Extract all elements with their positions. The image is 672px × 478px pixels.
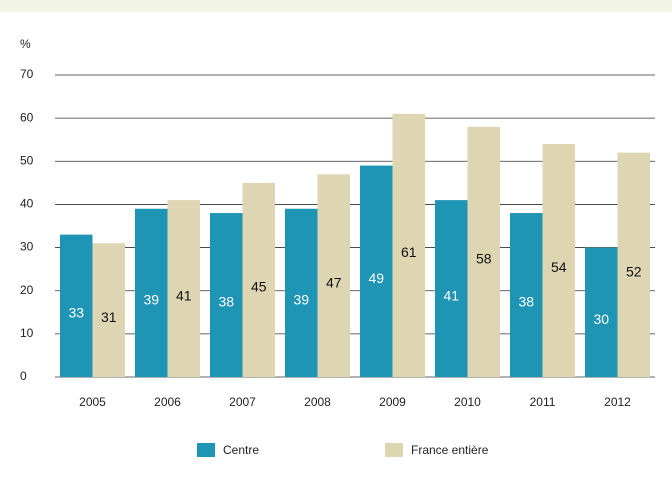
bar (317, 174, 350, 377)
value-label: 38 (518, 294, 534, 310)
x-tick-label: 2008 (304, 395, 331, 409)
bar (167, 200, 200, 377)
y-tick-label: 50 (20, 153, 34, 167)
bar (392, 113, 425, 377)
bar (60, 234, 93, 377)
bar (617, 152, 650, 377)
legend-swatch (197, 443, 215, 457)
value-label: 39 (143, 292, 159, 308)
y-tick-label: 70 (20, 67, 34, 81)
y-tick-label: 30 (20, 240, 34, 254)
value-label: 33 (68, 305, 84, 321)
y-tick-label: 20 (20, 283, 34, 297)
value-label: 61 (401, 244, 417, 260)
top-band (0, 0, 672, 12)
y-tick-label: 40 (20, 197, 34, 211)
bar (360, 165, 393, 377)
value-label: 41 (443, 287, 459, 303)
x-tick-label: 2007 (229, 395, 256, 409)
bar (242, 182, 275, 377)
bar (542, 144, 575, 377)
bar (92, 243, 125, 377)
value-label: 54 (551, 259, 567, 275)
value-label: 47 (326, 274, 342, 290)
bar (467, 126, 500, 378)
legend-label: Centre (223, 443, 259, 457)
x-tick-label: 2009 (379, 395, 406, 409)
bar (210, 213, 243, 377)
value-label: 45 (251, 279, 267, 295)
bar (135, 208, 168, 377)
x-tick-label: 2006 (154, 395, 181, 409)
value-label: 30 (593, 311, 609, 327)
legend-swatch (385, 443, 403, 457)
value-label: 52 (626, 264, 642, 280)
x-tick-label: 2011 (530, 395, 556, 409)
legend-label: France entière (411, 443, 489, 457)
value-label: 49 (368, 270, 384, 286)
bar (435, 200, 468, 377)
value-label: 31 (101, 309, 117, 325)
bar (510, 213, 543, 377)
bar (285, 208, 318, 377)
value-label: 38 (218, 294, 234, 310)
y-tick-label: 60 (20, 110, 34, 124)
bar (585, 247, 618, 377)
x-tick-label: 2005 (79, 395, 106, 409)
x-tick-label: 2012 (604, 395, 631, 409)
y-tick-label: 0 (20, 369, 27, 383)
x-tick-label: 2010 (454, 395, 481, 409)
value-label: 58 (476, 251, 492, 267)
y-tick-label: 10 (20, 326, 34, 340)
y-axis-label: % (20, 37, 31, 51)
value-label: 41 (176, 287, 192, 303)
value-label: 39 (293, 292, 309, 308)
